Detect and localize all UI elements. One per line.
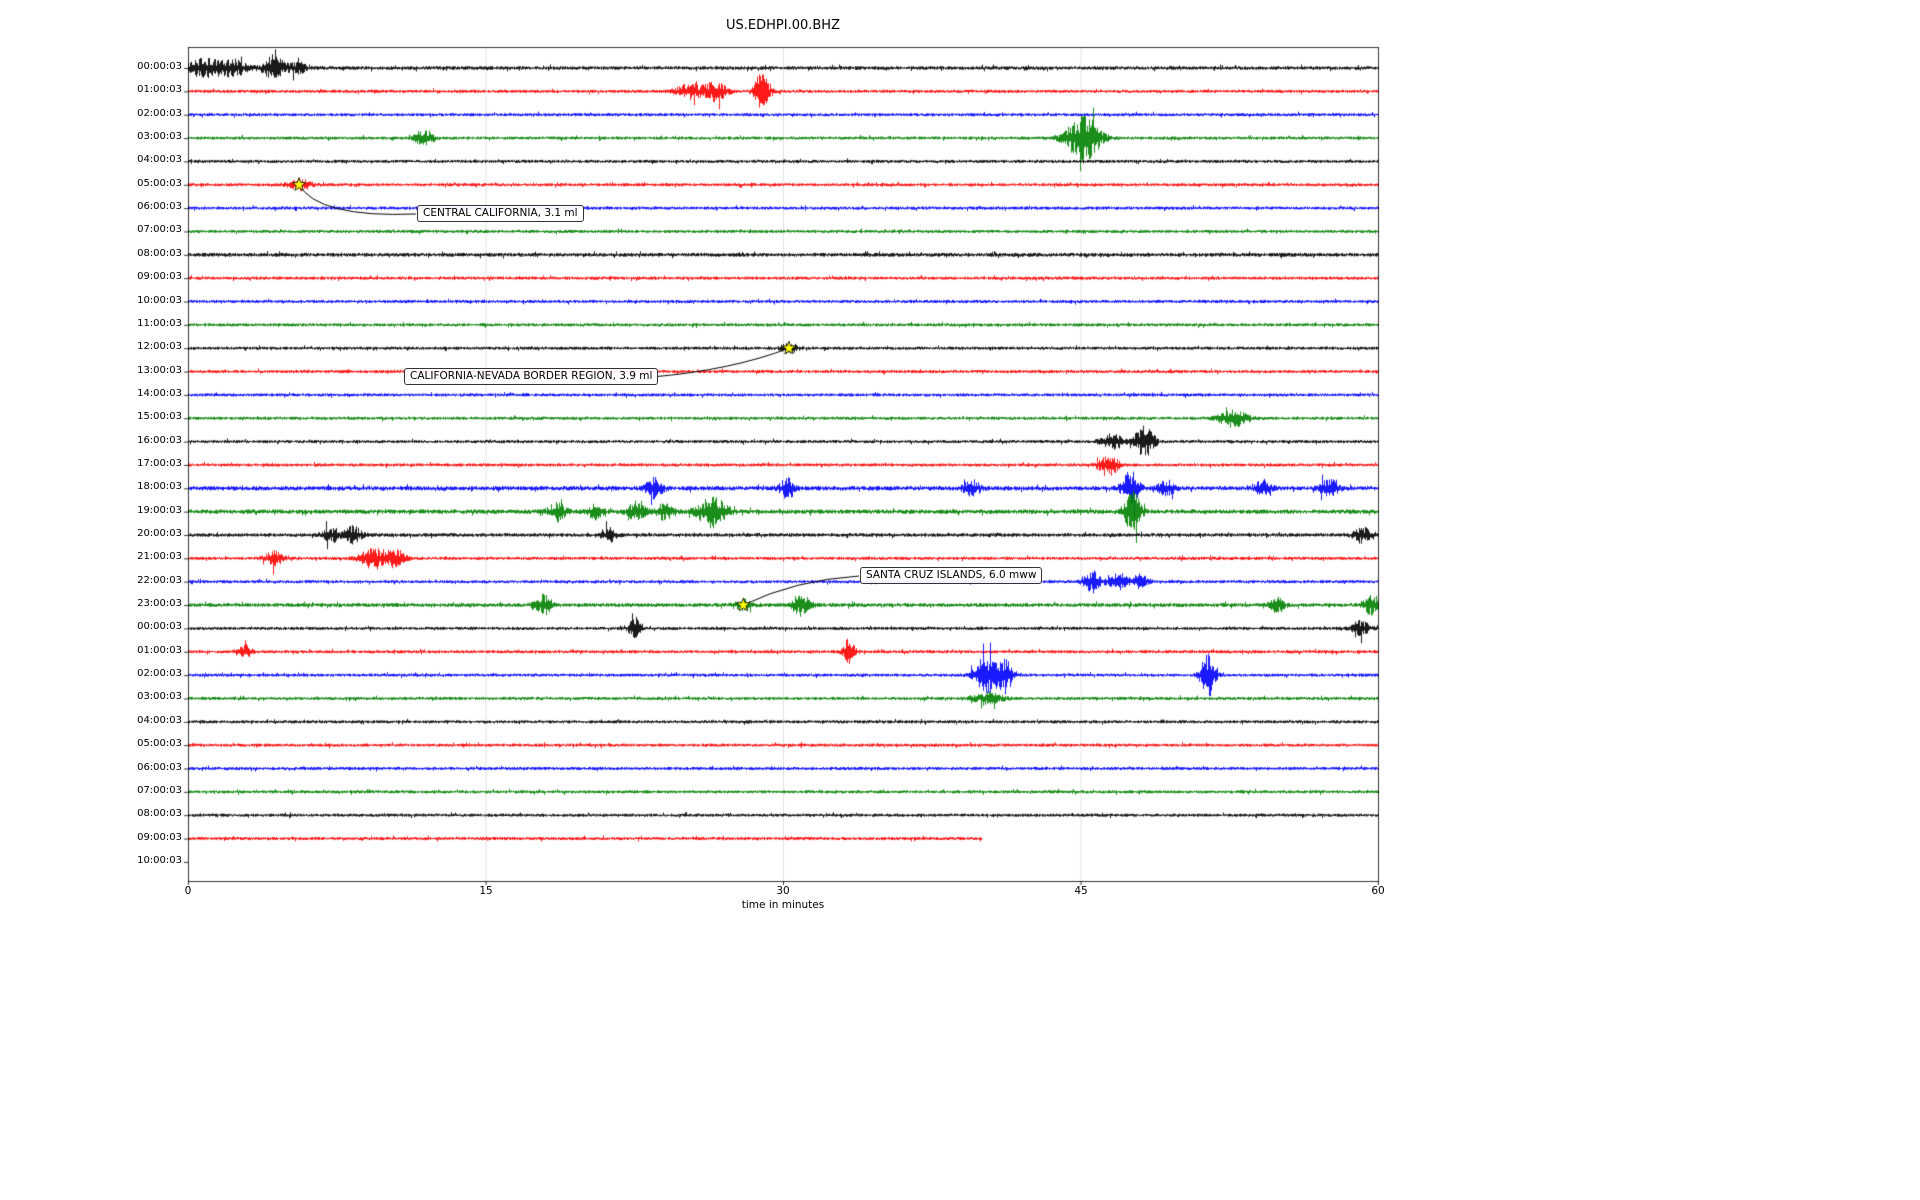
y-tick-label: 04:00:03 [137,154,182,166]
y-tick-label: 08:00:03 [137,247,182,259]
event-label: CALIFORNIA-NEVADA BORDER REGION, 3.9 ml [404,368,659,385]
y-tick-label: 23:00:03 [137,598,182,610]
x-tick-label: 30 [776,885,790,897]
y-tick-label: 02:00:03 [137,668,182,680]
y-tick-label: 05:00:03 [137,738,182,750]
y-tick-label: 19:00:03 [137,504,182,516]
y-tick-label: 08:00:03 [137,808,182,820]
y-tick-label: 15:00:03 [137,411,182,423]
y-tick-label: 07:00:03 [137,784,182,796]
y-tick-label: 03:00:03 [137,131,182,143]
x-tick-label: 15 [479,885,493,897]
y-tick-label: 10:00:03 [137,294,182,306]
y-tick-label: 17:00:03 [137,457,182,469]
x-axis-label: time in minutes [741,899,825,911]
y-tick-label: 01:00:03 [137,644,182,656]
y-tick-label: 10:00:03 [137,854,182,866]
y-tick-label: 21:00:03 [137,551,182,563]
x-tick-label: 45 [1074,885,1088,897]
y-tick-label: 16:00:03 [137,434,182,446]
y-tick-label: 09:00:03 [137,831,182,843]
y-tick-label: 01:00:03 [137,84,182,96]
y-tick-label: 06:00:03 [137,201,182,213]
y-tick-label: 09:00:03 [137,271,182,283]
y-tick-label: 14:00:03 [137,387,182,399]
y-tick-label: 00:00:03 [137,61,182,72]
y-tick-label: 03:00:03 [137,691,182,703]
y-tick-label: 04:00:03 [137,714,182,726]
y-tick-label: 12:00:03 [137,341,182,353]
y-tick-label: 22:00:03 [137,574,182,586]
y-tick-label: 18:00:03 [137,481,182,493]
y-tick-label: 13:00:03 [137,364,182,376]
x-tick-label: 0 [184,885,192,897]
y-tick-label: 05:00:03 [137,177,182,189]
y-tick-label: 07:00:03 [137,224,182,236]
event-label: CENTRAL CALIFORNIA, 3.1 ml [417,205,584,222]
x-tick-label: 60 [1371,885,1385,897]
y-tick-label: 00:00:03 [137,621,182,633]
y-tick-label: 02:00:03 [137,107,182,119]
y-tick-label: 20:00:03 [137,528,182,539]
plot-title: US.EDHPI.00.BHZ [726,18,840,33]
event-label: SANTA CRUZ ISLANDS, 6.0 mww [860,567,1043,584]
y-tick-label: 11:00:03 [137,317,182,329]
y-tick-label: 06:00:03 [137,761,182,773]
